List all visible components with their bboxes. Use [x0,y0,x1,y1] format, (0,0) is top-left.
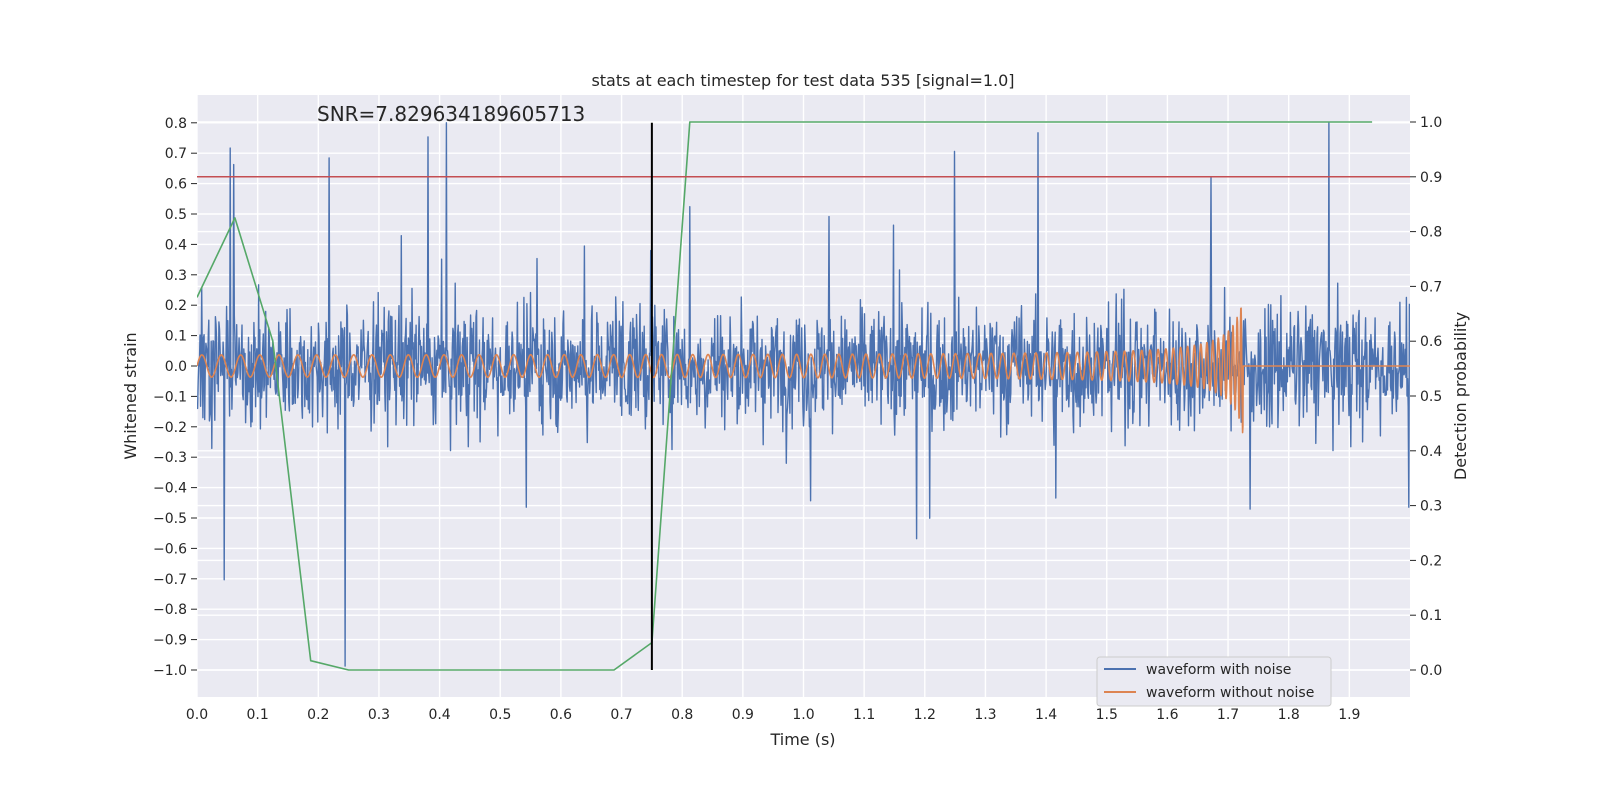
x-tick-label: 1.8 [1278,707,1300,723]
y-tick-label: −0.2 [153,420,187,436]
y-tick-label: −0.5 [153,511,187,527]
y2-tick-label: 0.4 [1420,444,1442,460]
series-layer [197,121,1410,671]
chart-title: stats at each timestep for test data 535… [591,71,1014,90]
y2-tick-label: 0.8 [1420,225,1442,241]
y2-axis-label: Detection probability [1451,312,1470,480]
x-tick-label: 1.4 [1035,707,1057,723]
waveform-without-noise-line [197,307,1410,434]
y2-tick-label: 0.3 [1420,499,1442,515]
x-tick-label: 0.8 [671,707,693,723]
x-tick-label: 0.6 [550,707,572,723]
y2-tick-label: 0.5 [1420,389,1442,405]
legend-label-noisy: waveform with noise [1146,662,1291,678]
y-tick-label: −0.8 [153,602,187,618]
y2-tick-label: 0.0 [1420,663,1442,679]
y2-tick-label: 0.6 [1420,334,1442,350]
y2-tick-label: 0.7 [1420,279,1442,295]
y-tick-label: −0.3 [153,450,187,466]
x-tick-label: 0.4 [428,707,450,723]
y-tick-label: 0.5 [165,207,187,223]
x-tick-label: 0.7 [610,707,632,723]
y-tick-label: 0.0 [165,359,187,375]
x-tick-label: 0.3 [368,707,390,723]
y-tick-label: 0.2 [165,298,187,314]
y2-tick-label: 0.1 [1420,608,1442,624]
y-tick-label: 0.3 [165,268,187,284]
y-tick-label: −1.0 [153,663,187,679]
waveform-with-noise-line [197,122,1410,667]
y2-tick-label: 0.9 [1420,170,1442,186]
x-tick-label: 1.6 [1156,707,1178,723]
x-tick-label: 1.7 [1217,707,1239,723]
y-tick-label: −0.7 [153,572,187,588]
legend-box [1096,656,1332,707]
x-tick-label: 0.5 [489,707,511,723]
x-tick-label: 0.1 [247,707,269,723]
y-tick-label: −0.1 [153,389,187,405]
y-tick-label: 0.8 [165,116,187,132]
y2-tick-label: 0.2 [1420,553,1442,569]
y-tick-label: −0.6 [153,541,187,557]
y-tick-label: 0.7 [165,146,187,162]
detection-probability-line [197,121,1373,671]
y-tick-label: −0.9 [153,633,187,649]
legend: waveform with noise waveform without noi… [1096,656,1332,707]
x-tick-label: 1.3 [974,707,996,723]
legend-label-clean: waveform without noise [1146,685,1314,701]
x-tick-label: 0.2 [307,707,329,723]
x-tick-label: 1.2 [914,707,936,723]
x-tick-label: 0.9 [732,707,754,723]
y-tick-label: −0.4 [153,481,187,497]
y-tick-label: 0.4 [165,237,187,253]
axes: 0.0 0.1 0.2 0.3 0.4 0.5 0.6 0.7 0.8 0.9 1.0 1.1 1.2 1… [153,115,1442,723]
snr-annotation: SNR=7.829634189605713 [317,102,585,126]
y2-tick-label: 1.0 [1420,115,1442,131]
y-axis-label: Whitened strain [121,332,140,459]
x-tick-label: 1.1 [853,707,875,723]
y-tick-label: 0.1 [165,329,187,345]
y-tick-label: 0.6 [165,177,187,193]
x-axis-label: Time (s) [769,730,835,749]
x-tick-label: 1.0 [792,707,814,723]
x-tick-label: 1.9 [1338,707,1360,723]
x-tick-label: 1.5 [1096,707,1118,723]
x-tick-label: 0.0 [186,707,208,723]
